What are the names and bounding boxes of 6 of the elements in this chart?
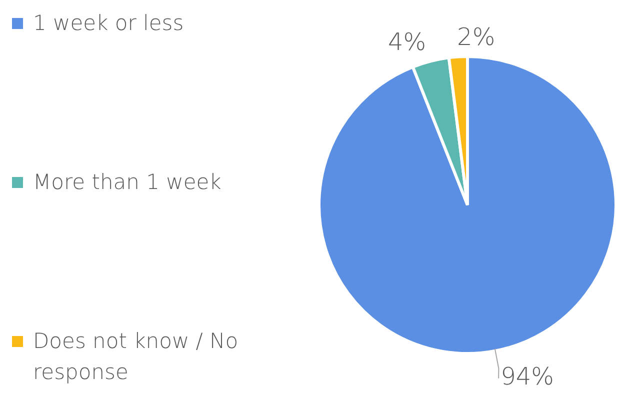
- data-label: 2%: [457, 23, 496, 52]
- legend-label: 1 week or less: [33, 10, 184, 37]
- data-label: 94%: [500, 362, 554, 391]
- legend-label: Does not know / No response: [33, 328, 240, 386]
- legend-label: More than 1 week: [33, 169, 222, 196]
- data-label: 4%: [388, 28, 426, 56]
